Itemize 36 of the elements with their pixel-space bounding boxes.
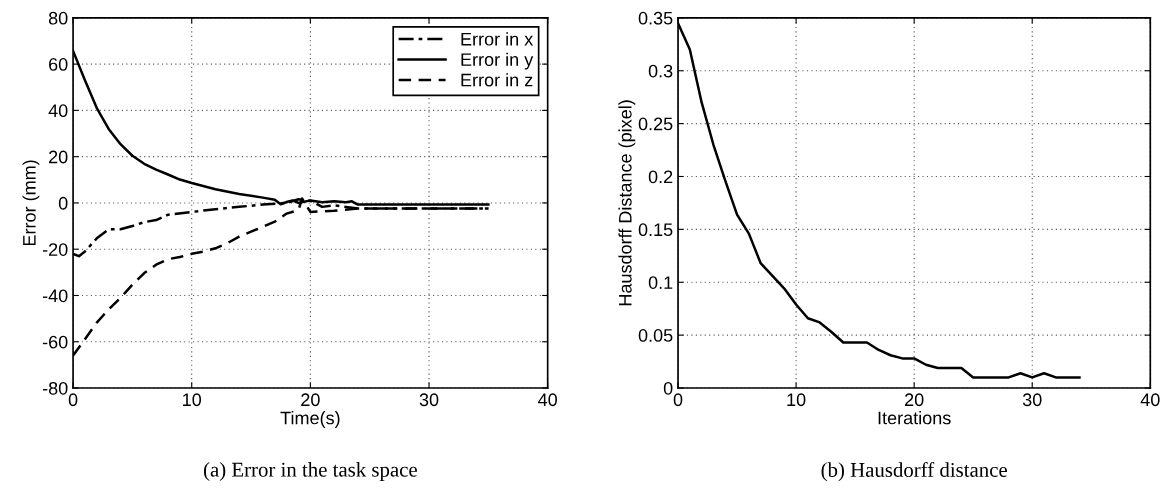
x-tick-label: 10	[787, 393, 806, 407]
text: (a) Error in the task space	[203, 462, 417, 481]
x-axis-title: Iterations	[878, 411, 951, 425]
y-axis-title: Error (mm)	[22, 160, 40, 246]
y-tick-label: -40	[42, 289, 68, 303]
y-tick-label: -60	[42, 335, 68, 349]
y-tick-label: 0.2	[648, 170, 673, 184]
x-tick-label: 20	[905, 393, 924, 407]
y-tick-label: 0.25	[638, 117, 673, 131]
legend-label: Error in y	[461, 52, 534, 70]
y-tick-label: 0.05	[638, 329, 673, 342]
y-tick-label: 0.15	[638, 223, 673, 237]
y-axis-title: Hausdorff Distance (pixel)	[618, 100, 636, 306]
y-tick-label: 0.1	[648, 276, 673, 289]
x-tick-label: 30	[419, 393, 439, 407]
y-tick-label: 0	[58, 196, 68, 210]
y-tick-label: -20	[42, 243, 68, 256]
x-tick-label: 0	[68, 393, 78, 407]
y-tick-label: 80	[48, 11, 68, 25]
text: (b) Hausdorff distance	[821, 462, 1007, 482]
x-tick-label: 30	[1022, 393, 1042, 407]
y-tick-label: 20	[49, 150, 68, 164]
x-tick-label: 10	[183, 393, 202, 407]
x-tick-label: 0	[673, 393, 683, 407]
y-tick-label: 0.3	[648, 64, 673, 78]
x-tick-label: 40	[538, 393, 558, 407]
x-tick-label: 40	[1140, 393, 1160, 407]
y-tick-label: 0	[663, 381, 673, 395]
legend-label: Error in x	[461, 32, 534, 46]
y-tick-label: 40	[48, 104, 68, 118]
x-axis-title: Time(s)	[280, 411, 340, 428]
x-tick-label: 20	[301, 393, 320, 407]
y-tick-label: -80	[42, 381, 68, 395]
legend-label: Error in z	[461, 73, 533, 87]
y-tick-label: 60	[49, 58, 68, 71]
y-tick-label: 0.35	[638, 11, 673, 25]
